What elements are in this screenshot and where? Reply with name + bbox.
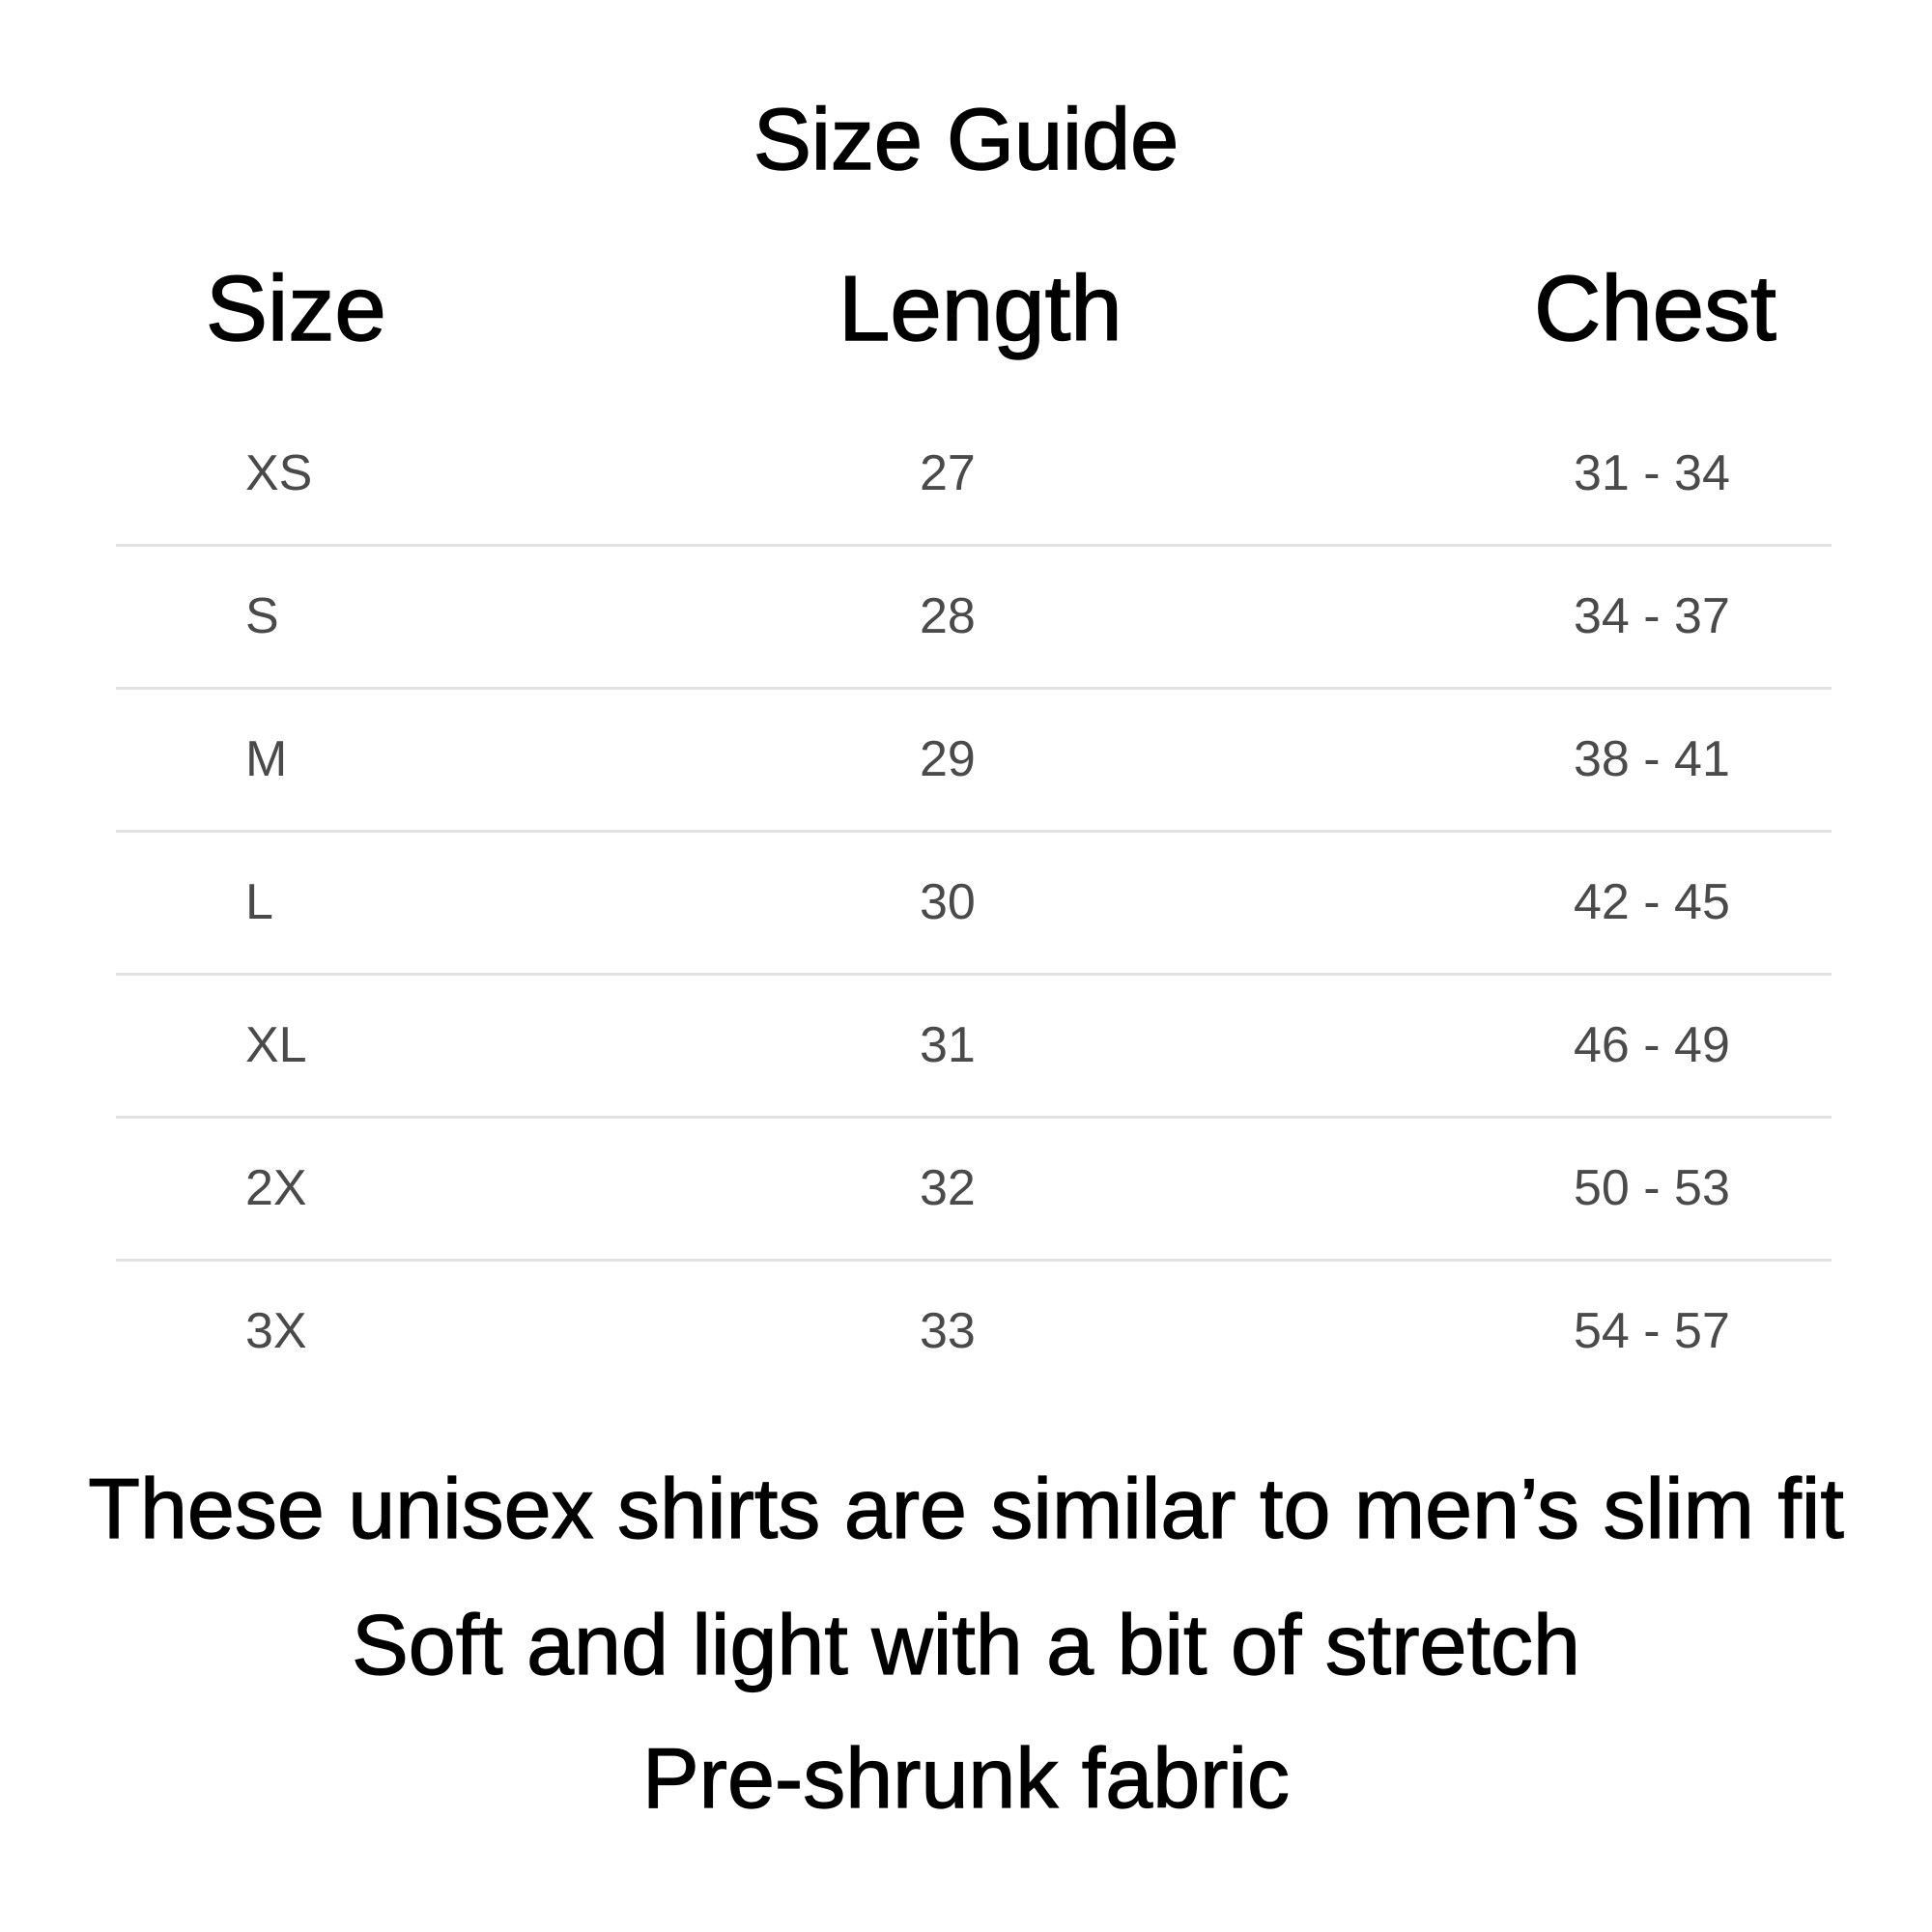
cell-length: 32: [920, 1160, 976, 1216]
column-header-chest: Chest: [1533, 257, 1776, 360]
table-row: 2X 32 50 - 53: [116, 1117, 1832, 1260]
row-divider: [116, 687, 1832, 690]
cell-size: S: [245, 588, 279, 644]
cell-chest: 34 - 37: [1574, 588, 1730, 644]
row-divider: [116, 1116, 1832, 1119]
table-row: L 30 42 - 45: [116, 831, 1832, 974]
cell-chest: 31 - 34: [1574, 445, 1730, 501]
table-row: S 28 34 - 37: [116, 545, 1832, 688]
cell-size: 2X: [245, 1160, 307, 1216]
cell-chest: 42 - 45: [1574, 874, 1730, 930]
row-divider: [116, 1259, 1832, 1262]
note-fabric-feel: Soft and light with a bit of stretch: [351, 1596, 1580, 1692]
cell-chest: 50 - 53: [1574, 1160, 1730, 1216]
cell-length: 30: [920, 874, 976, 930]
cell-chest: 46 - 49: [1574, 1017, 1730, 1073]
cell-size: M: [245, 731, 288, 787]
note-fit: These unisex shirts are similar to men’s…: [88, 1460, 1845, 1556]
column-header-size: Size: [205, 257, 386, 360]
cell-length: 33: [920, 1303, 976, 1359]
table-row: XL 31 46 - 49: [116, 974, 1832, 1117]
cell-length: 31: [920, 1017, 976, 1073]
cell-size: XS: [245, 445, 313, 501]
row-divider: [116, 544, 1832, 547]
row-divider: [116, 830, 1832, 833]
cell-size: L: [245, 874, 273, 930]
cell-size: 3X: [245, 1303, 307, 1359]
column-header-length: Length: [838, 257, 1122, 360]
note-preshrunk: Pre-shrunk fabric: [641, 1729, 1290, 1826]
cell-length: 27: [920, 445, 976, 501]
cell-chest: 54 - 57: [1574, 1303, 1730, 1359]
page-title: Size Guide: [753, 91, 1179, 189]
cell-size: XL: [245, 1017, 307, 1073]
table-row: M 29 38 - 41: [116, 688, 1832, 831]
table-row: 3X 33 54 - 57: [116, 1260, 1832, 1403]
cell-chest: 38 - 41: [1574, 731, 1730, 787]
cell-length: 28: [920, 588, 976, 644]
row-divider: [116, 973, 1832, 976]
table-row: XS 27 31 - 34: [116, 402, 1832, 545]
cell-length: 29: [920, 731, 976, 787]
